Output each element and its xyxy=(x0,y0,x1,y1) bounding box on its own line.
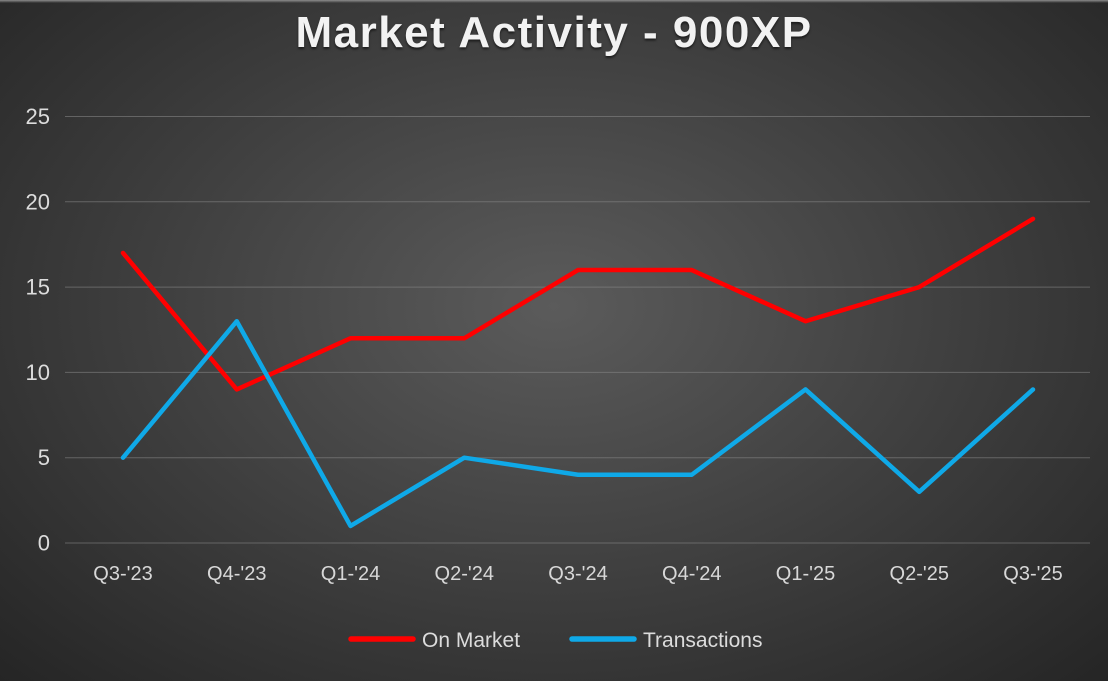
svg-text:0: 0 xyxy=(38,531,50,556)
svg-text:Q4-'24: Q4-'24 xyxy=(662,563,721,585)
svg-text:Q4-'23: Q4-'23 xyxy=(207,563,266,585)
svg-text:Q2-'25: Q2-'25 xyxy=(890,563,949,585)
svg-text:10: 10 xyxy=(26,360,50,385)
svg-text:On Market: On Market xyxy=(422,629,520,652)
svg-text:Transactions: Transactions xyxy=(643,629,762,652)
svg-text:Q1-'25: Q1-'25 xyxy=(776,563,835,585)
svg-text:Q1-'24: Q1-'24 xyxy=(321,563,380,585)
svg-text:25: 25 xyxy=(26,104,50,129)
svg-text:15: 15 xyxy=(26,275,50,300)
svg-text:Q3-'24: Q3-'24 xyxy=(548,563,607,585)
svg-text:Q3-'25: Q3-'25 xyxy=(1003,563,1062,585)
svg-text:Q3-'23: Q3-'23 xyxy=(93,563,152,585)
svg-text:5: 5 xyxy=(38,445,50,470)
svg-text:20: 20 xyxy=(26,189,50,214)
svg-text:Q2-'24: Q2-'24 xyxy=(435,563,494,585)
